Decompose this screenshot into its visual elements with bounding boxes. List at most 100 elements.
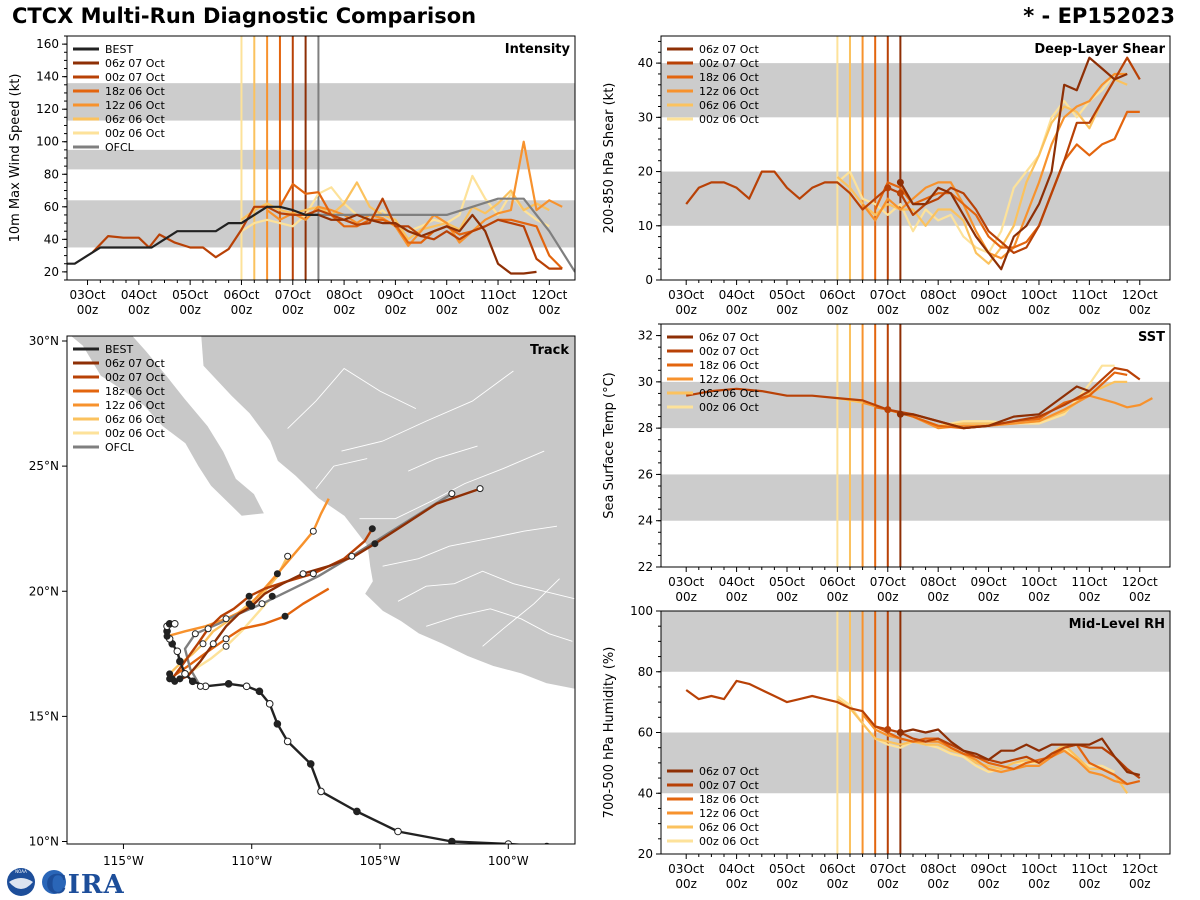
track-baja (69, 336, 266, 517)
sst-legend-label: 00z 07 Oct (699, 345, 759, 358)
shear-xtick-label: 10Oct (1021, 288, 1057, 302)
intensity-xtick-label: 12Oct (531, 288, 567, 302)
track-forecast-marker (245, 600, 253, 608)
intensity-legend-label: 00z 06 Oct (105, 127, 165, 140)
track-line (168, 587, 330, 680)
track-ytick-label: 30°N (29, 334, 59, 348)
intensity-xtick-sublabel: 00z (128, 303, 150, 317)
rh-xtick-sublabel: 00z (1079, 877, 1101, 891)
sst-xtick-label: 03Oct (668, 575, 704, 589)
track-best-marker (188, 677, 197, 686)
sst-band-0 (661, 474, 1170, 521)
intensity-xtick-label: 09Oct (377, 288, 413, 302)
shear-xtick-sublabel: 00z (978, 303, 1000, 317)
intensity-xtick-label: 07Oct (275, 288, 311, 302)
track-best-marker (170, 619, 179, 628)
shear-xtick-sublabel: 00z (776, 303, 798, 317)
track-xtick-label: 105°W (360, 854, 401, 868)
intensity-ytick-label: 40 (44, 232, 59, 246)
track-best-marker (448, 837, 456, 844)
page-title: CTCX Multi-Run Diagnostic Comparison (12, 4, 477, 28)
rh-xtick-label: 10Oct (1021, 862, 1057, 876)
noaa-wave-icon (9, 878, 33, 889)
shear-legend-label: 00z 06 Oct (699, 113, 759, 126)
track-forecast-marker (222, 642, 230, 650)
shear-ytick-label: 0 (645, 273, 653, 287)
intensity-ytick-label: 20 (44, 265, 59, 279)
track-xtick-label: 110°W (231, 854, 272, 868)
sst-xtick-label: 06Oct (819, 575, 855, 589)
track-forecast-marker (268, 592, 276, 600)
rh-xtick-label: 04Oct (719, 862, 755, 876)
intensity-xtick-sublabel: 00z (385, 303, 407, 317)
track-forecast-marker (448, 490, 456, 498)
intensity-series-line (67, 205, 319, 265)
shear-xtick-label: 06Oct (819, 288, 855, 302)
shear-xtick-label: 05Oct (769, 288, 805, 302)
track-forecast-marker (299, 570, 307, 578)
sst-ytick-label: 30 (638, 375, 653, 389)
intensity-series-line (91, 197, 563, 270)
shear-xtick-sublabel: 00z (1129, 303, 1151, 317)
track-legend-label: BEST (105, 343, 133, 356)
shear-xtick-label: 04Oct (719, 288, 755, 302)
intensity-xtick-label: 08Oct (326, 288, 362, 302)
track-legend-label: 00z 06 Oct (105, 427, 165, 440)
track-border-line (408, 445, 478, 472)
track-forecast-marker (281, 612, 289, 620)
track-best-marker (273, 720, 282, 728)
track-forecast-marker (476, 485, 484, 493)
shear-ytick-label: 20 (638, 165, 653, 179)
rh-title: Mid-Level RH (1069, 617, 1165, 632)
rh-xtick-sublabel: 00z (726, 877, 748, 891)
sst-xtick-label: 12Oct (1122, 575, 1158, 589)
sst-legend-label: 18z 06 Oct (699, 359, 759, 372)
track-legend-label: 06z 07 Oct (105, 357, 165, 370)
shear-legend-label: 12z 06 Oct (699, 85, 759, 98)
intensity-series-line (318, 197, 575, 273)
rh-ytick-label: 60 (638, 726, 653, 740)
sst-ytick-label: 32 (638, 329, 653, 343)
track-legend-label: 06z 06 Oct (105, 413, 165, 426)
track-forecast-marker (371, 540, 379, 548)
intensity-xtick-label: 11Oct (480, 288, 516, 302)
track-forecast-marker (209, 640, 217, 648)
rh-ytick-label: 40 (638, 786, 653, 800)
track-best-marker (394, 827, 402, 836)
rh-init-marker (896, 729, 904, 736)
shear-xtick-sublabel: 00z (1028, 303, 1050, 317)
sst-ytick-label: 28 (638, 421, 653, 435)
sst-frame (660, 323, 1171, 568)
sst-xtick-sublabel: 00z (1129, 590, 1151, 604)
intensity-legend-label: 00z 07 Oct (105, 71, 165, 84)
track-mainland (200, 336, 575, 690)
sst-xtick-sublabel: 00z (978, 590, 1000, 604)
shear-frame (660, 35, 1171, 281)
track-ytick-label: 20°N (29, 584, 59, 598)
rh-init-marker (884, 725, 892, 733)
intensity-xtick-sublabel: 00z (179, 303, 201, 317)
intensity-xtick-label: 05Oct (172, 288, 208, 302)
rh-band-1 (661, 611, 1170, 672)
intensity-xtick-label: 10Oct (429, 288, 465, 302)
rh-xtick-label: 12Oct (1122, 862, 1158, 876)
intensity-legend-label: 06z 06 Oct (105, 113, 165, 126)
rh-xtick-label: 11Oct (1071, 862, 1107, 876)
rh-xtick-label: 07Oct (870, 862, 906, 876)
sst-ylabel: Sea Surface Temp (°C) (602, 372, 617, 519)
track-forecast-marker (222, 635, 230, 643)
rh-series-line (836, 695, 1116, 774)
intensity-panel: 03Oct00z04Oct00z05Oct00z06Oct00z07Oct00z… (8, 35, 576, 317)
shear-ylabel: 200-850 hPa Shear (kt) (602, 83, 617, 234)
rh-legend-label: 18z 06 Oct (699, 793, 759, 806)
track-best-marker (173, 647, 182, 656)
intensity-legend-label: OFCL (105, 141, 135, 154)
shear-xtick-label: 03Oct (668, 288, 704, 302)
track-ytick-label: 25°N (29, 459, 59, 473)
rh-xtick-sublabel: 00z (827, 877, 849, 891)
rh-legend-label: 06z 07 Oct (699, 765, 759, 778)
track-best-marker (317, 787, 325, 796)
sst-ytick-label: 24 (638, 514, 653, 528)
sst-xtick-sublabel: 00z (1079, 590, 1101, 604)
